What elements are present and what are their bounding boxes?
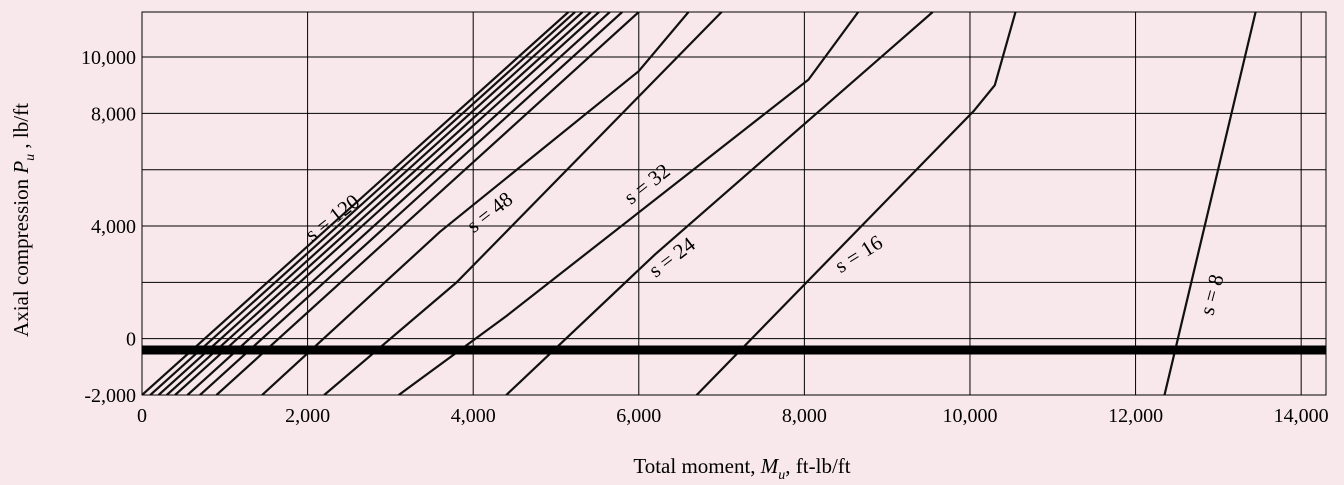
series-line-9 xyxy=(323,12,723,395)
series-line-12 xyxy=(695,12,1017,395)
x-tick-label: 10,000 xyxy=(942,405,997,427)
y-axis-title-main: Axial compression xyxy=(9,174,33,337)
x-tick-label: 14,000 xyxy=(1274,405,1329,427)
y-tick-label: 0 xyxy=(126,329,136,351)
y-tick-label: 10,000 xyxy=(81,47,136,69)
series-line-2 xyxy=(157,12,584,395)
series-label: s = 32 xyxy=(619,159,674,210)
x-axis-title-main: Total moment, xyxy=(633,454,760,478)
series-label: s = 8 xyxy=(1195,272,1229,318)
x-tick-label: 6,000 xyxy=(616,405,661,427)
y-tick-labels: -2,000 0 4,000 8,000 10,000 xyxy=(81,47,136,407)
series-line-4 xyxy=(174,12,600,395)
x-tick-label: 0 xyxy=(137,405,147,427)
plot-frame xyxy=(141,11,1327,396)
series-labels: s = 120 s = 48s = 32s = 24 s = 16s = 8 xyxy=(300,159,1228,318)
series-label: s = 16 xyxy=(830,230,886,278)
x-axis-title-var: M xyxy=(760,454,780,478)
x-tick-label: 12,000 xyxy=(1108,405,1163,427)
series-line-13 xyxy=(1163,12,1257,395)
series-line-11 xyxy=(505,12,934,395)
x-axis-title-sub: u xyxy=(778,468,785,483)
x-axis-title: Total moment, Mu, ft-lb/ft xyxy=(633,454,850,483)
x-axis-title-unit: , ft-lb/ft xyxy=(785,454,850,478)
series-line-5 xyxy=(186,12,611,395)
y-tick-label: 4,000 xyxy=(91,216,136,238)
series-line-8 xyxy=(261,12,690,395)
grid xyxy=(142,12,1326,396)
series-line-0 xyxy=(142,12,570,395)
x-tick-label: 2,000 xyxy=(285,405,330,427)
series-line-7 xyxy=(215,12,640,395)
y-axis-title: Axial compression Pu , lb/ft xyxy=(9,103,38,337)
series-line-3 xyxy=(166,12,592,395)
y-tick-label: -2,000 xyxy=(84,385,136,407)
series-line-1 xyxy=(149,12,576,395)
series-line-10 xyxy=(398,12,860,395)
y-axis-title-unit: , lb/ft xyxy=(9,103,33,154)
y-axis-title-sub: u xyxy=(23,154,38,161)
series-line-6 xyxy=(199,12,623,395)
y-axis-title-var: P xyxy=(9,161,33,175)
x-tick-label: 8,000 xyxy=(782,405,827,427)
x-tick-label: 4,000 xyxy=(451,405,496,427)
series-group xyxy=(142,12,1257,395)
y-tick-label: 8,000 xyxy=(91,103,136,125)
x-tick-labels: 0 2,000 4,000 6,000 8,000 10,000 12,000 14,000 xyxy=(137,405,1329,427)
